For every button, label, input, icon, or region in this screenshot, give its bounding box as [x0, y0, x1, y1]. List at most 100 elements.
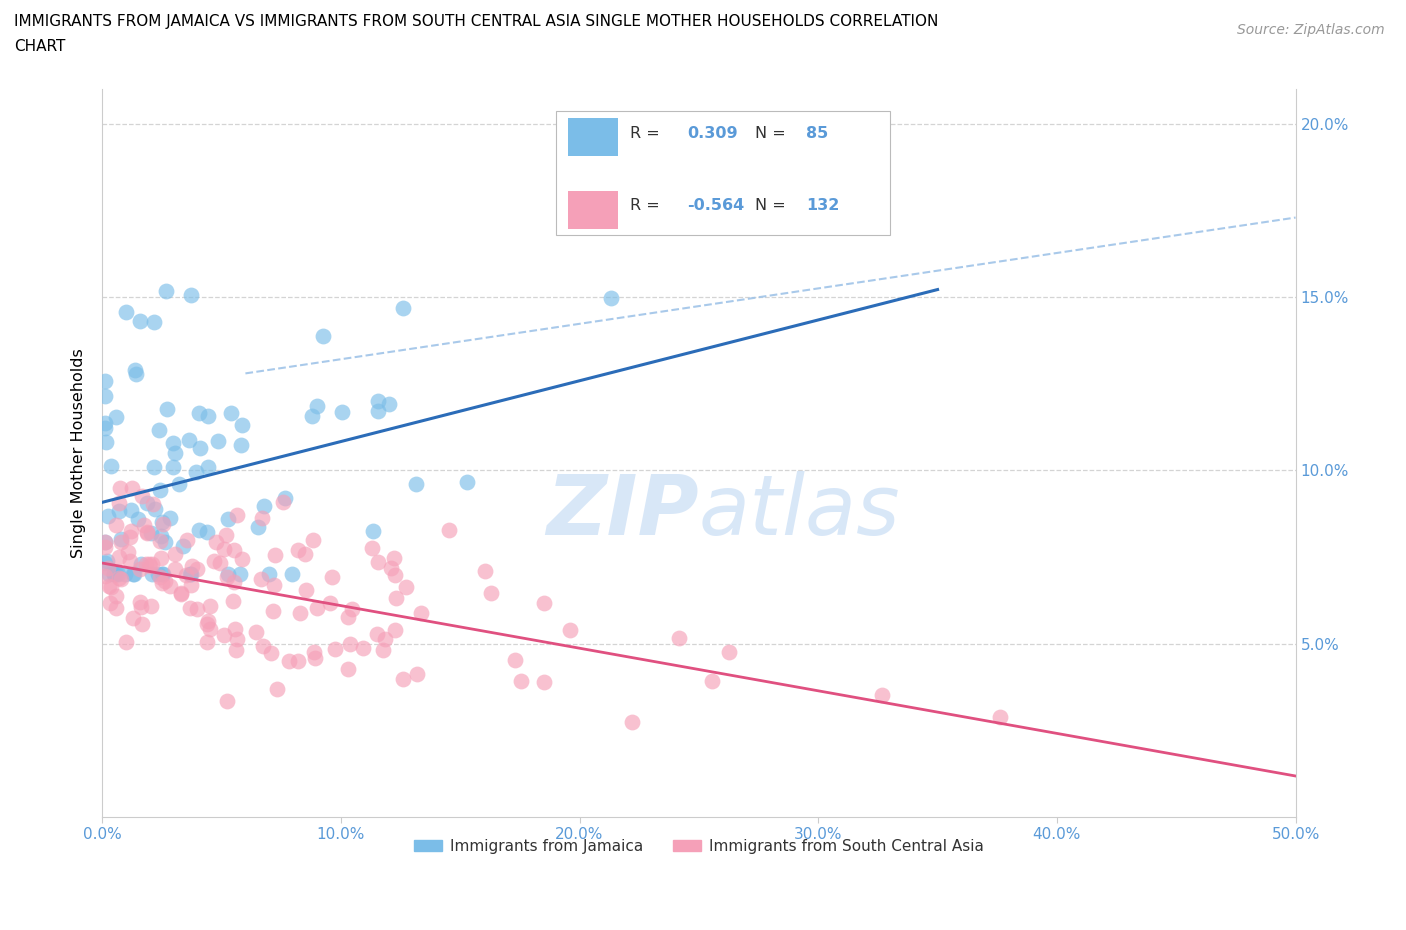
Point — [231, 438, 253, 453]
Point — [599, 291, 621, 306]
Point — [122, 566, 145, 581]
Point — [717, 644, 740, 659]
Point — [110, 571, 132, 586]
Point — [149, 569, 172, 584]
Point — [121, 480, 143, 495]
Point — [170, 586, 193, 601]
Point — [209, 556, 232, 571]
Point — [217, 694, 239, 709]
Point — [392, 671, 415, 686]
Point — [155, 283, 177, 298]
Point — [97, 509, 120, 524]
Point — [277, 654, 299, 669]
Point — [104, 589, 127, 604]
Point — [176, 568, 198, 583]
Point — [179, 601, 201, 616]
Point — [257, 566, 280, 581]
Point — [128, 562, 150, 577]
Point — [153, 574, 176, 589]
Point — [215, 527, 238, 542]
Point — [200, 599, 222, 614]
Point — [93, 389, 115, 404]
Point — [162, 435, 184, 450]
Point — [384, 622, 406, 637]
Point — [197, 459, 219, 474]
Point — [222, 594, 245, 609]
Point — [266, 682, 288, 697]
Point — [129, 599, 152, 614]
Point — [129, 595, 152, 610]
Point — [148, 483, 170, 498]
Point — [180, 578, 202, 592]
Point — [307, 399, 329, 414]
Point — [395, 579, 418, 594]
FancyBboxPatch shape — [568, 191, 617, 229]
Point — [98, 566, 121, 581]
Point — [252, 639, 274, 654]
Point — [366, 627, 388, 642]
Point — [150, 575, 173, 590]
Text: ZIP: ZIP — [547, 471, 699, 551]
Point — [384, 567, 406, 582]
Point — [367, 394, 389, 409]
Point — [202, 554, 225, 569]
Point — [153, 534, 176, 549]
Point — [132, 518, 155, 533]
Point — [219, 405, 242, 420]
Point — [231, 551, 253, 566]
Point — [121, 611, 143, 626]
Point — [246, 520, 269, 535]
Point — [245, 625, 267, 640]
Point — [108, 550, 131, 565]
Point — [197, 613, 219, 628]
Point — [103, 566, 125, 581]
Point — [195, 525, 218, 539]
Point — [94, 535, 117, 550]
Point — [108, 496, 131, 511]
Point — [207, 433, 229, 448]
Point — [110, 480, 132, 495]
Point — [139, 558, 162, 573]
Point — [195, 617, 218, 631]
Point — [165, 547, 187, 562]
FancyBboxPatch shape — [568, 118, 617, 156]
Point — [136, 525, 159, 540]
Point — [474, 564, 496, 578]
Point — [179, 566, 201, 581]
Point — [217, 566, 239, 581]
Point — [131, 489, 153, 504]
Point — [339, 636, 361, 651]
Text: Source: ZipAtlas.com: Source: ZipAtlas.com — [1237, 23, 1385, 37]
Point — [378, 396, 401, 411]
Point — [288, 605, 311, 620]
Text: -0.564: -0.564 — [688, 198, 744, 213]
Y-axis label: Single Mother Households: Single Mother Households — [72, 348, 86, 558]
Point — [148, 566, 170, 581]
Point — [342, 601, 364, 616]
Point — [250, 572, 273, 587]
Point — [180, 559, 202, 574]
Point — [323, 641, 346, 656]
Point — [139, 599, 162, 614]
Point — [114, 566, 136, 581]
Point — [167, 476, 190, 491]
Point — [307, 601, 329, 616]
Point — [138, 556, 160, 571]
Point — [115, 304, 138, 319]
Point — [668, 631, 690, 645]
Point — [107, 566, 129, 581]
Point — [159, 511, 181, 525]
Text: 0.309: 0.309 — [688, 126, 738, 140]
Point — [295, 583, 318, 598]
Point — [108, 504, 131, 519]
Point — [367, 555, 389, 570]
Point — [229, 566, 252, 581]
Point — [141, 556, 163, 571]
Point — [104, 518, 127, 533]
Point — [135, 557, 157, 572]
Point — [231, 418, 253, 432]
Point — [117, 545, 139, 560]
Point — [186, 562, 208, 577]
Point — [253, 498, 276, 513]
Point — [141, 566, 163, 581]
